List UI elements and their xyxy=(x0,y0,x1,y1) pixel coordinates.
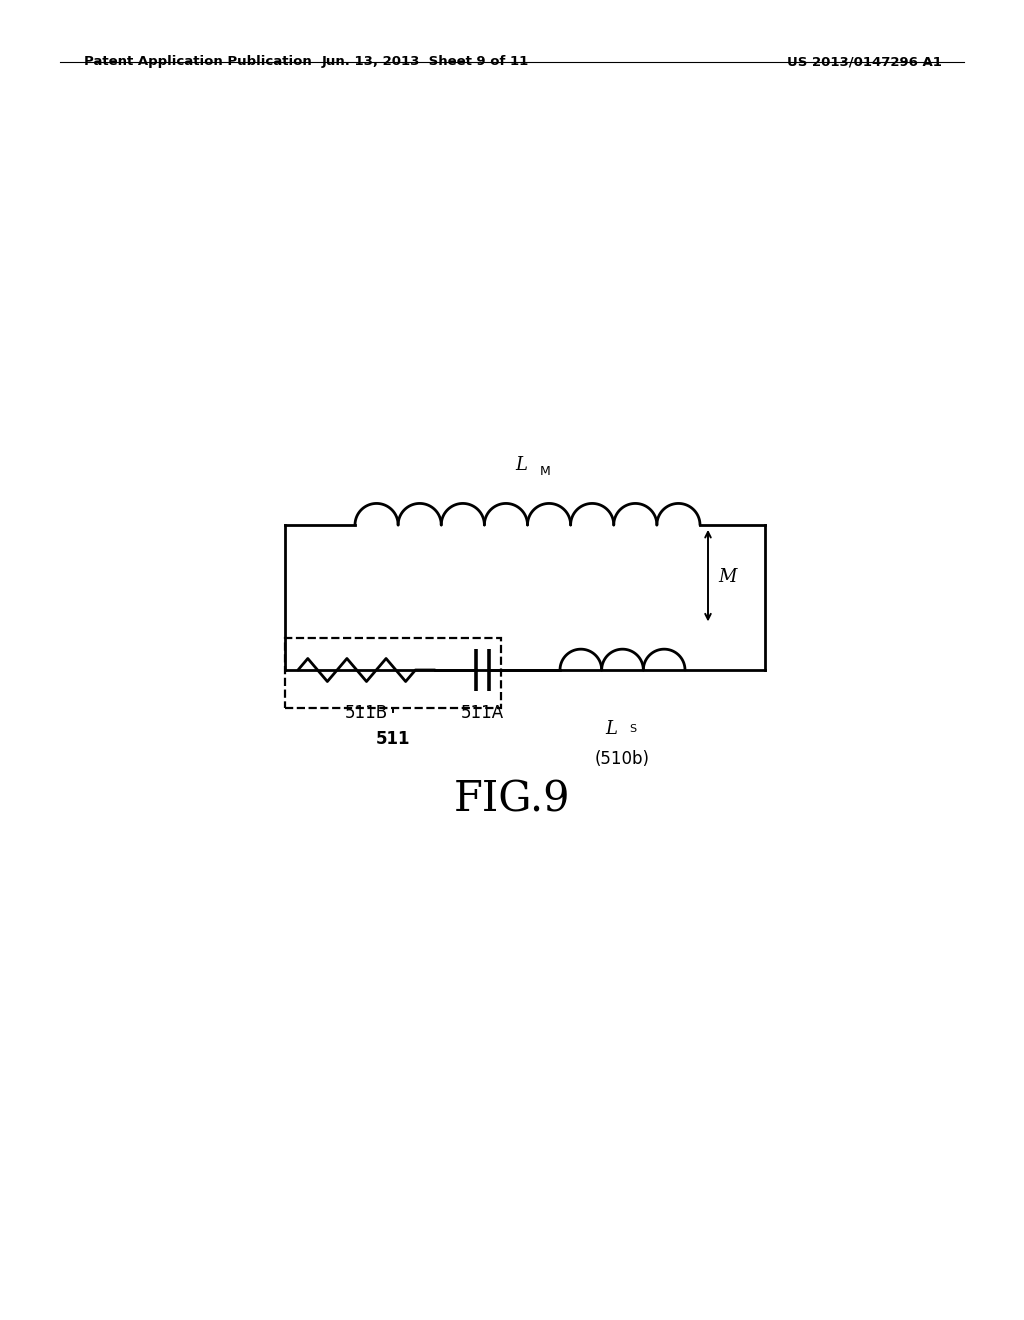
Text: (510b): (510b) xyxy=(595,750,650,768)
Text: US 2013/0147296 A1: US 2013/0147296 A1 xyxy=(787,55,942,69)
Text: Patent Application Publication: Patent Application Publication xyxy=(84,55,311,69)
Text: L: L xyxy=(515,455,527,474)
Text: 511B: 511B xyxy=(345,704,388,722)
Text: FIG.9: FIG.9 xyxy=(454,779,570,821)
Bar xyxy=(285,638,501,708)
Text: M: M xyxy=(718,568,736,586)
Text: S: S xyxy=(630,723,637,734)
Text: Jun. 13, 2013  Sheet 9 of 11: Jun. 13, 2013 Sheet 9 of 11 xyxy=(322,55,528,69)
Text: L: L xyxy=(605,719,617,738)
Text: M: M xyxy=(540,465,550,478)
Text: 511: 511 xyxy=(376,730,410,748)
Text: 511A: 511A xyxy=(461,704,504,722)
